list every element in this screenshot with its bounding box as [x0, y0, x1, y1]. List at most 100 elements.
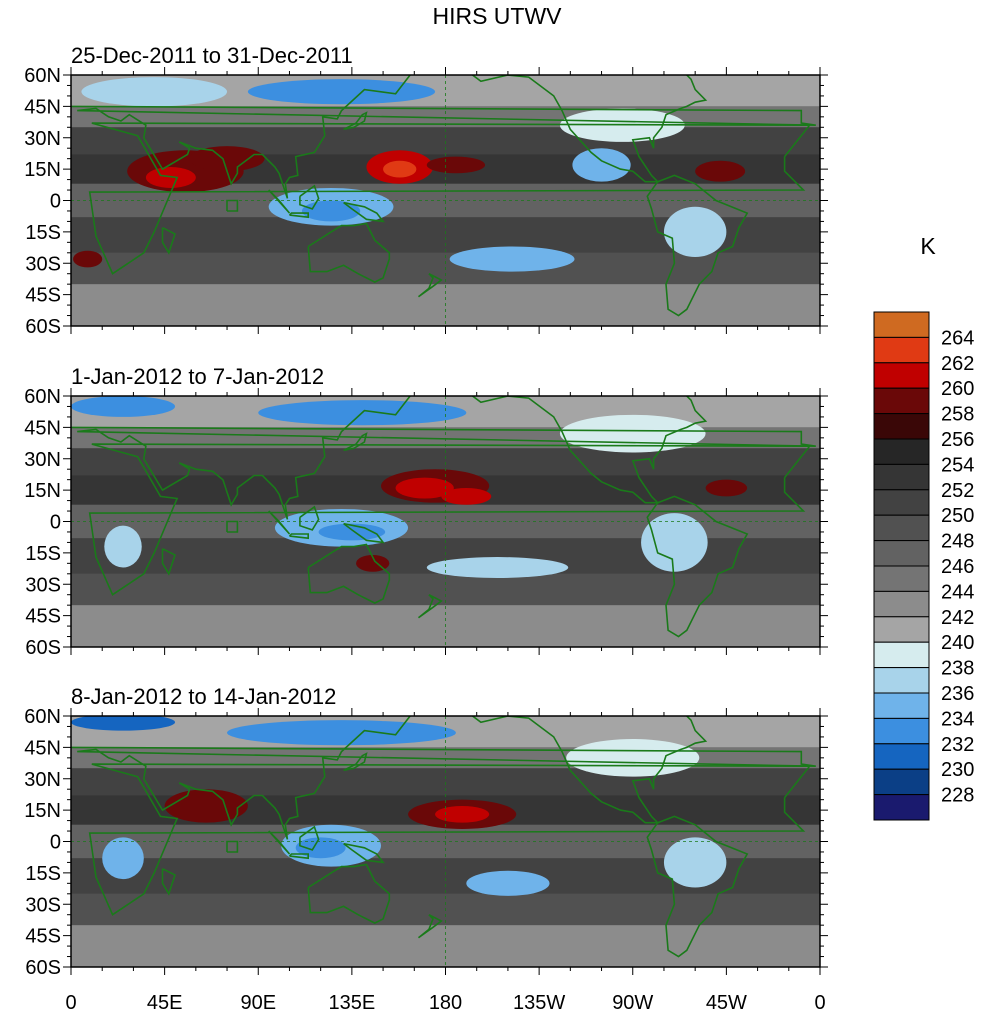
coastline — [299, 184, 320, 210]
coastline — [343, 432, 368, 452]
coastline — [343, 752, 368, 772]
colorbar-label: 244 — [941, 581, 974, 603]
coastline — [307, 543, 391, 604]
utwv-anomaly-contour — [295, 837, 346, 859]
latitude-label: 30S — [25, 894, 61, 916]
colorbar-box — [873, 641, 930, 669]
coastline — [343, 522, 385, 544]
utwv-anomaly-contour — [104, 525, 142, 568]
latitude-label: 60N — [24, 65, 61, 87]
colorbar-label: 230 — [941, 759, 974, 781]
latitude-label: 30S — [25, 253, 61, 275]
utwv-anomaly-contour — [81, 77, 228, 107]
longitude-label: 135E — [329, 992, 376, 1014]
utwv-anomaly-contour — [435, 805, 490, 823]
colorbar-label: 246 — [941, 556, 974, 578]
colorbar-box — [873, 413, 930, 440]
coastline — [343, 842, 385, 864]
coastline — [418, 913, 443, 939]
coastline — [71, 75, 816, 199]
longitude-label: 45E — [147, 992, 183, 1014]
utwv-anomaly-contour — [663, 206, 727, 257]
latitude-label: 60N — [24, 706, 61, 728]
utwv-anomaly-contour — [559, 414, 706, 453]
latitude-label: 15S — [25, 222, 61, 244]
coastline — [288, 533, 310, 540]
latitude-label: 30N — [24, 449, 61, 471]
utwv-anomaly-contour — [247, 79, 436, 105]
coastline — [71, 716, 816, 840]
coastline — [288, 853, 310, 860]
latitude-label: 15N — [24, 480, 61, 502]
utwv-anomaly-contour — [426, 156, 486, 174]
utwv-anomaly-contour — [71, 396, 176, 417]
coastline — [268, 510, 291, 535]
region-box — [226, 520, 239, 533]
latitude-label: 15S — [25, 543, 61, 565]
colorbar-unit: K — [920, 233, 936, 259]
utwv-anomaly-contour — [695, 160, 746, 182]
longitude-label: 45W — [706, 992, 747, 1014]
colorbar-box — [873, 616, 930, 643]
longitude-label: 0 — [814, 992, 825, 1014]
utwv-anomaly-contour — [383, 160, 417, 178]
coastline — [88, 122, 812, 275]
colorbar-box — [873, 692, 930, 719]
utwv-anomaly-contour — [566, 739, 700, 777]
map-panel-1: 60N 45N 30N 15N 0 15S 30S 45S 60S 25-Dec-2011 to … — [24, 43, 828, 338]
coastline — [646, 495, 749, 638]
utwv-anomaly-contour — [449, 246, 575, 272]
coastline — [268, 830, 291, 855]
utwv-field — [71, 396, 820, 647]
longitude-label: 90W — [612, 992, 653, 1014]
utwv-anomaly-contour — [227, 720, 456, 746]
latitude-label: 0 — [50, 512, 61, 534]
panel-title: 25-Dec-2011 to 31-Dec-2011 — [71, 43, 353, 68]
utwv-anomaly-contour — [663, 837, 727, 888]
utwv-field — [71, 75, 820, 326]
latitude-label: 30N — [24, 128, 61, 150]
coastline — [88, 763, 812, 916]
utwv-anomaly-contour — [641, 513, 708, 572]
colorbar-box — [873, 489, 930, 516]
latitude-label: 45S — [25, 606, 61, 628]
utwv-anomaly-contour — [426, 557, 569, 578]
colorbar-label: 232 — [941, 734, 974, 756]
figure-title: HIRS UTWV — [432, 3, 562, 29]
colorbar-label: 260 — [941, 378, 974, 400]
longitude-label: 90E — [240, 992, 276, 1014]
utwv-anomaly-contour — [466, 870, 550, 896]
utwv-anomaly-contour — [73, 250, 103, 268]
colorbar-label: 250 — [941, 505, 974, 527]
colorbar-box — [873, 667, 930, 694]
latitude-label: 0 — [50, 832, 61, 854]
utwv-anomaly-contour — [441, 488, 492, 505]
latitude-label: 45S — [25, 926, 61, 948]
latitude-label: 45N — [24, 96, 61, 118]
latitude-label: 60N — [24, 386, 61, 408]
colorbar-box — [873, 794, 930, 821]
latitude-label: 0 — [50, 191, 61, 213]
colorbar-label: 242 — [941, 607, 974, 629]
latitude-label: 45N — [24, 417, 61, 439]
coastline — [646, 174, 749, 317]
coastline — [88, 443, 812, 596]
map-panels: 60N 45N 30N 15N 0 15S 30S 45S 60S 25-Dec-2011 to … — [24, 43, 828, 979]
coastline — [646, 815, 749, 958]
longitude-label: 0 — [65, 992, 76, 1014]
coastline — [161, 226, 176, 255]
coastline — [299, 825, 320, 851]
coastline — [288, 212, 310, 219]
colorbar-box — [873, 514, 930, 542]
colorbar-box — [873, 743, 930, 770]
latitude-label: 45S — [25, 285, 61, 307]
coastline — [299, 505, 320, 531]
colorbar-box — [873, 438, 930, 465]
region-box — [226, 840, 239, 853]
colorbar-box — [873, 311, 930, 338]
latitude-label: 15S — [25, 863, 61, 885]
panel-title: 8-Jan-2012 to 14-Jan-2012 — [71, 684, 336, 709]
colorbar-label: 248 — [941, 531, 974, 553]
utwv-anomaly-contour — [318, 523, 386, 541]
